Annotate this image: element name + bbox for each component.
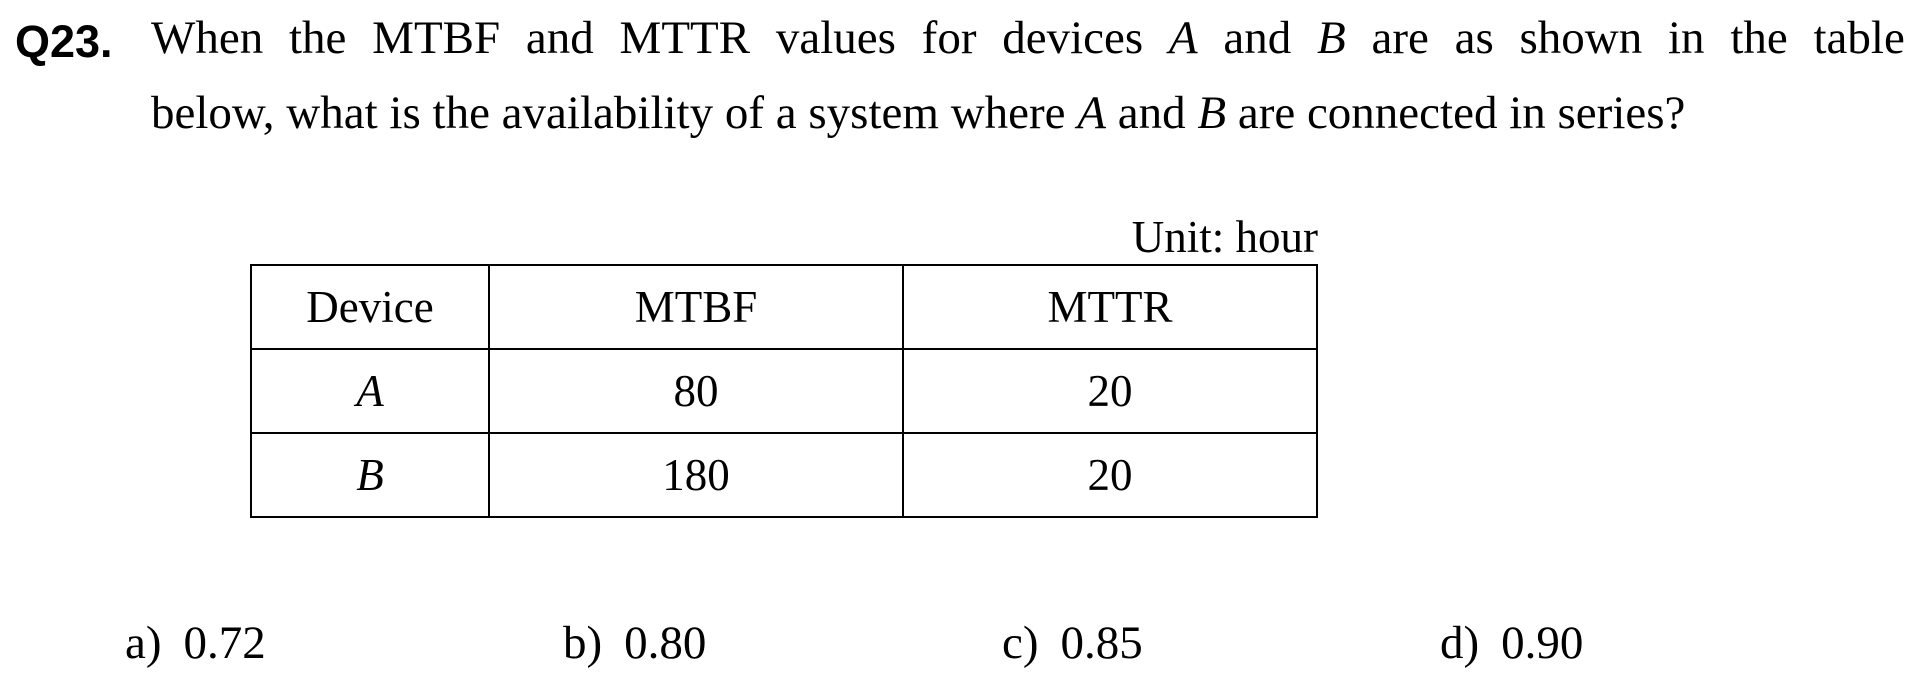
question-word: devices <box>1002 12 1144 64</box>
question-var-a: A <box>1077 87 1106 139</box>
question-word: in <box>1668 12 1705 64</box>
choice-letter: c) <box>1002 617 1039 669</box>
question-word: When <box>151 12 264 64</box>
cell-mtbf: 180 <box>488 432 904 518</box>
choice-c[interactable]: c) 0.85 <box>1002 615 1143 671</box>
choice-letter: d) <box>1440 617 1480 669</box>
choice-letter: a) <box>125 617 162 669</box>
choice-value: 0.80 <box>624 617 707 669</box>
unit-note: Unit: hour <box>1131 212 1318 262</box>
question-word: are <box>1371 12 1429 64</box>
question-text-part: below, what is the availability of a sys… <box>151 87 1078 139</box>
question-text-part: and <box>1105 87 1198 139</box>
question-word-var-a: A <box>1168 12 1198 64</box>
table-header-row: Device MTBF MTTR <box>250 264 1318 350</box>
choice-value: 0.90 <box>1501 617 1584 669</box>
table-row: B 180 20 <box>250 432 1318 518</box>
header-device: Device <box>250 264 490 350</box>
question-word: the <box>1730 12 1788 64</box>
question-word: MTTR <box>619 12 751 64</box>
question-word: values <box>775 12 896 64</box>
question-text-part: are connected in series? <box>1226 87 1686 139</box>
question-number: Q23. <box>15 16 113 67</box>
cell-device: A <box>250 348 490 434</box>
question-word: table <box>1813 12 1905 64</box>
question-word: MTBF <box>372 12 501 64</box>
question-var-b: B <box>1197 87 1227 139</box>
question-word: shown <box>1519 12 1643 64</box>
choice-value: 0.85 <box>1060 617 1143 669</box>
question-word: the <box>288 12 347 64</box>
cell-mttr: 20 <box>902 432 1318 518</box>
choice-b[interactable]: b) 0.80 <box>563 615 706 671</box>
cell-mttr: 20 <box>902 348 1318 434</box>
table-row: A 80 20 <box>250 348 1318 434</box>
question-word: for <box>921 12 977 64</box>
choice-value: 0.72 <box>183 617 266 669</box>
question-word: as <box>1454 12 1494 64</box>
question-text-line-1: When the MTBF and MTTR values for device… <box>151 10 1905 66</box>
question-word: and <box>1223 12 1292 64</box>
choice-a[interactable]: a) 0.72 <box>125 615 266 671</box>
choice-d[interactable]: d) 0.90 <box>1440 615 1583 671</box>
cell-mtbf: 80 <box>488 348 904 434</box>
question-text-line-2: below, what is the availability of a sys… <box>151 85 1685 141</box>
question-word: and <box>525 12 594 64</box>
header-mttr: MTTR <box>902 264 1318 350</box>
choice-letter: b) <box>563 617 603 669</box>
cell-device: B <box>250 432 490 518</box>
mtbf-mttr-table: Device MTBF MTTR A 80 20 B 180 20 <box>250 264 1318 518</box>
header-mtbf: MTBF <box>488 264 904 350</box>
question-word-var-b: B <box>1317 12 1346 64</box>
